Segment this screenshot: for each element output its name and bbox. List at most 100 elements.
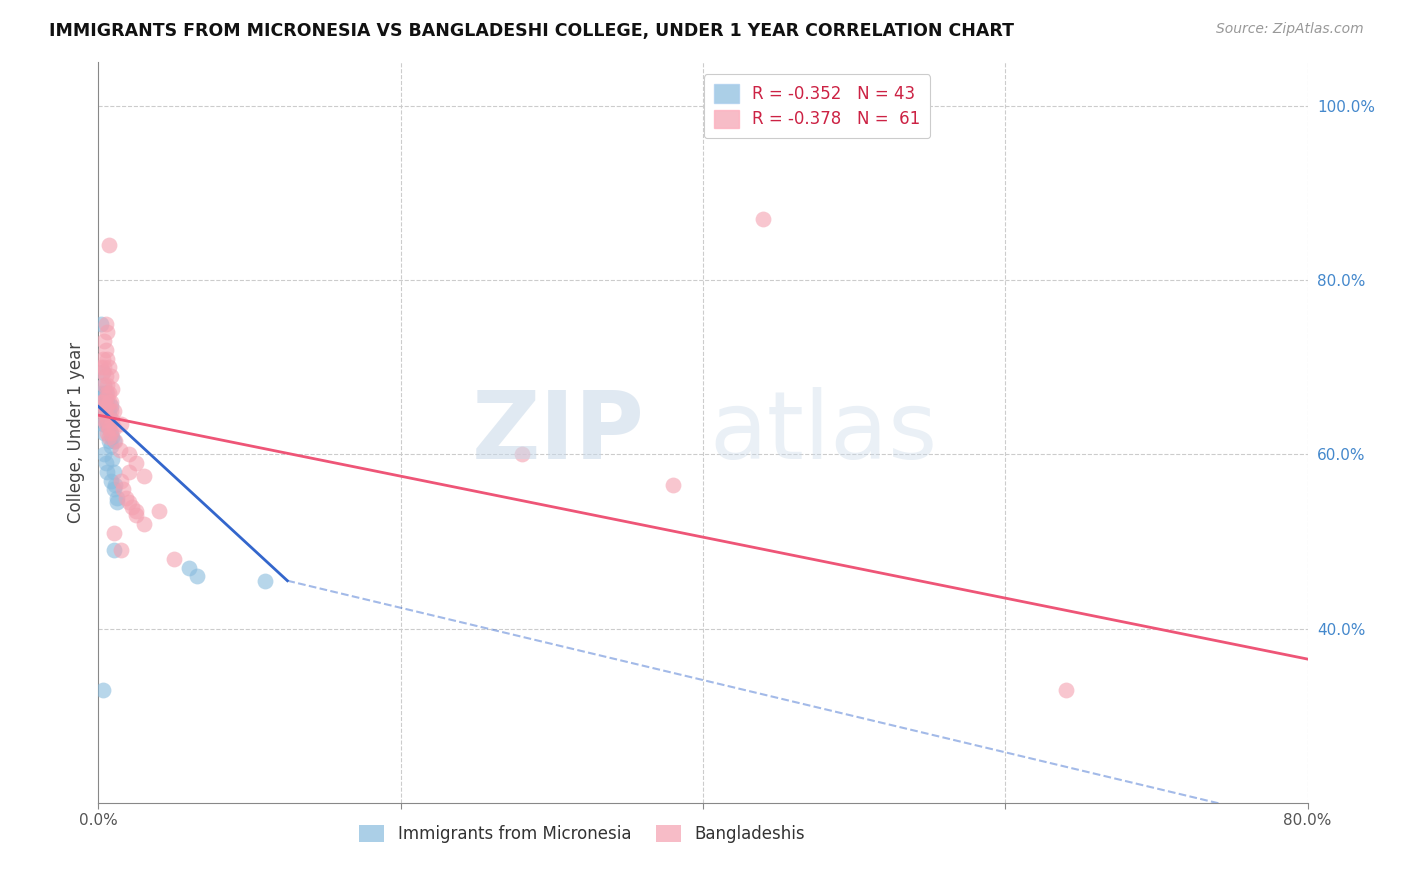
- Point: [96, 377, 118, 392]
- Point: [100, 425, 122, 440]
- Point: [110, 474, 132, 488]
- Point: [118, 447, 141, 461]
- Point: [90, 395, 112, 409]
- Point: [94, 456, 117, 470]
- Point: [100, 425, 122, 440]
- Point: [118, 465, 141, 479]
- Point: [98, 360, 121, 375]
- Point: [91, 365, 114, 379]
- Point: [118, 495, 141, 509]
- Point: [96, 417, 118, 431]
- Point: [125, 504, 148, 518]
- Point: [101, 412, 124, 426]
- Point: [98, 238, 121, 252]
- Point: [93, 360, 115, 375]
- Point: [110, 417, 132, 431]
- Point: [110, 543, 132, 558]
- Point: [93, 400, 115, 414]
- Point: [93, 377, 115, 392]
- Point: [91, 417, 114, 431]
- Point: [105, 495, 128, 509]
- Point: [96, 425, 118, 440]
- Point: [98, 386, 121, 401]
- Text: IMMIGRANTS FROM MICRONESIA VS BANGLADESHI COLLEGE, UNDER 1 YEAR CORRELATION CHAR: IMMIGRANTS FROM MICRONESIA VS BANGLADESH…: [49, 22, 1014, 40]
- Point: [253, 574, 276, 588]
- Point: [98, 434, 121, 449]
- Point: [100, 474, 122, 488]
- Point: [96, 412, 118, 426]
- Point: [96, 404, 118, 418]
- Point: [91, 404, 114, 418]
- Point: [148, 504, 170, 518]
- Point: [98, 395, 121, 409]
- Point: [94, 395, 117, 409]
- Point: [96, 351, 118, 366]
- Point: [94, 412, 117, 426]
- Point: [94, 386, 117, 401]
- Point: [96, 386, 118, 401]
- Point: [100, 400, 122, 414]
- Point: [100, 439, 122, 453]
- Point: [121, 500, 143, 514]
- Point: [94, 417, 117, 431]
- Point: [91, 351, 114, 366]
- Point: [1054, 682, 1077, 697]
- Point: [104, 434, 127, 449]
- Point: [186, 569, 208, 583]
- Point: [510, 447, 533, 461]
- Point: [103, 525, 125, 540]
- Point: [96, 395, 118, 409]
- Point: [91, 365, 114, 379]
- Point: [90, 317, 112, 331]
- Point: [132, 517, 155, 532]
- Text: Source: ZipAtlas.com: Source: ZipAtlas.com: [1216, 22, 1364, 37]
- Point: [98, 430, 121, 444]
- Point: [93, 447, 115, 461]
- Point: [91, 391, 114, 405]
- Point: [94, 391, 117, 405]
- Point: [98, 408, 121, 422]
- Point: [100, 369, 122, 384]
- Point: [103, 482, 125, 496]
- Point: [132, 469, 155, 483]
- Point: [91, 395, 114, 409]
- Point: [94, 400, 117, 414]
- Text: atlas: atlas: [710, 386, 938, 479]
- Point: [98, 421, 121, 435]
- Point: [101, 451, 124, 466]
- Point: [103, 421, 125, 435]
- Point: [93, 334, 115, 348]
- Point: [125, 456, 148, 470]
- Point: [104, 478, 127, 492]
- Point: [179, 560, 201, 574]
- Point: [94, 317, 117, 331]
- Point: [101, 430, 124, 444]
- Point: [90, 386, 112, 401]
- Point: [96, 408, 118, 422]
- Point: [101, 382, 124, 396]
- Point: [100, 395, 122, 409]
- Point: [91, 395, 114, 409]
- Point: [94, 343, 117, 357]
- Point: [93, 412, 115, 426]
- Point: [163, 552, 186, 566]
- Point: [98, 421, 121, 435]
- Point: [103, 543, 125, 558]
- Point: [93, 425, 115, 440]
- Point: [752, 212, 775, 227]
- Point: [103, 465, 125, 479]
- Point: [114, 491, 136, 505]
- Point: [91, 404, 114, 418]
- Point: [94, 369, 117, 384]
- Point: [108, 443, 131, 458]
- Point: [125, 508, 148, 523]
- Point: [93, 395, 115, 409]
- Point: [94, 408, 117, 422]
- Point: [90, 360, 112, 375]
- Point: [103, 404, 125, 418]
- Point: [96, 465, 118, 479]
- Point: [98, 404, 121, 418]
- Text: ZIP: ZIP: [471, 386, 644, 479]
- Point: [96, 400, 118, 414]
- Point: [105, 491, 128, 505]
